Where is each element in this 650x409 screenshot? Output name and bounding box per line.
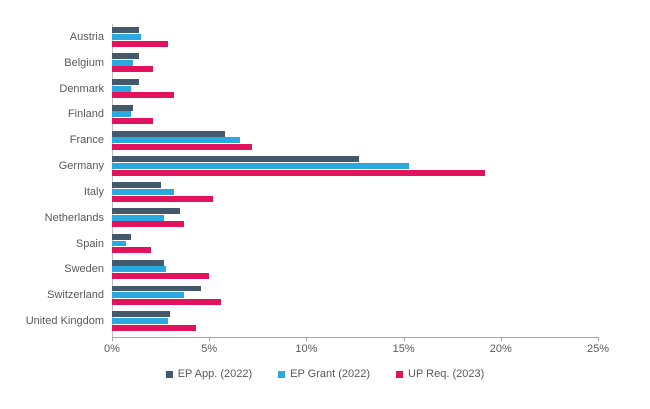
y-axis-line	[112, 24, 113, 337]
legend-item: EP App. (2022)	[165, 368, 253, 380]
legend-label: EP Grant (2022)	[290, 368, 371, 380]
legend-swatch-icon	[396, 370, 404, 378]
bar-series-ep-grant	[112, 33, 142, 40]
bar-series-up-req	[112, 324, 196, 331]
x-tick-label: 10%	[295, 343, 318, 355]
x-axis-tick	[209, 337, 211, 341]
bar-series-ep-grant	[112, 214, 165, 221]
chart-row: France	[0, 127, 598, 153]
category-label: Belgium	[64, 56, 104, 69]
x-axis-tick	[403, 337, 405, 341]
bar-group	[112, 233, 598, 254]
bar-series-up-req	[112, 40, 169, 47]
bar-series-up-req	[112, 298, 221, 305]
category-label: Finland	[67, 108, 104, 121]
chart-row: Italy	[0, 179, 598, 205]
legend-label: EP App. (2022)	[177, 368, 253, 380]
chart-row: Finland	[0, 101, 598, 127]
bar-series-ep-grant	[112, 85, 132, 92]
bar-group	[112, 104, 598, 125]
category-label: France	[69, 134, 104, 147]
bar-series-ep-app	[112, 311, 171, 318]
chart-row: Switzerland	[0, 282, 598, 308]
chart-row: Denmark	[0, 76, 598, 102]
bar-series-ep-grant	[112, 240, 126, 247]
bar-group	[112, 130, 598, 150]
legend: EP App. (2022) EP Grant (2022) UP Req. (20…	[0, 368, 650, 380]
bar-series-ep-grant	[112, 163, 410, 169]
bar-group	[112, 27, 598, 47]
bar-series-ep-grant	[112, 59, 134, 66]
category-label: Spain	[75, 237, 104, 250]
chart-row: Germany	[0, 153, 598, 179]
category-label: Netherlands	[44, 211, 104, 224]
x-axis-tick	[598, 337, 599, 341]
category-label: Austria	[69, 30, 104, 43]
x-tick-label: 20%	[489, 343, 512, 355]
category-label: United Kingdom	[25, 315, 104, 328]
x-tick-label: 25%	[586, 343, 610, 355]
bar-series-up-req	[112, 273, 210, 279]
bar-series-ep-app	[112, 233, 132, 240]
bar-group	[112, 78, 598, 99]
bar-series-ep-app	[112, 104, 134, 111]
bar-series-ep-grant	[112, 318, 169, 324]
chart-row: Belgium	[0, 50, 598, 76]
bar-series-ep-grant	[112, 292, 184, 299]
bar-group	[112, 259, 598, 279]
x-tick-label: 0%	[104, 343, 120, 355]
bar-series-ep-grant	[112, 137, 241, 144]
bar-group	[112, 156, 598, 176]
chart-row: United Kingdom	[0, 308, 598, 334]
bar-group	[112, 285, 598, 305]
bar-group	[112, 311, 598, 331]
bar-group	[112, 208, 598, 228]
x-axis-tick	[500, 337, 502, 341]
chart-row: Sweden	[0, 256, 598, 282]
bar-series-ep-app	[112, 78, 140, 85]
bar-group	[112, 53, 598, 73]
category-label: Italy	[83, 185, 104, 198]
bar-series-up-req	[112, 66, 153, 73]
x-tick-label: 15%	[392, 343, 415, 355]
bar-series-ep-app	[112, 285, 202, 292]
plot-area: Austria Belgium Denmark Finland France German…	[0, 24, 598, 334]
bar-series-ep-app	[112, 27, 140, 34]
bar-series-up-req	[112, 92, 175, 99]
x-tick-label: 5%	[201, 343, 218, 355]
bar-series-ep-app	[112, 182, 161, 189]
category-label: Germany	[58, 160, 104, 173]
legend-item: UP Req. (2023)	[396, 368, 484, 380]
bar-series-ep-app	[112, 130, 225, 137]
legend-swatch-icon	[278, 370, 286, 378]
bar-series-up-req	[112, 221, 184, 228]
chart-row: Netherlands	[0, 205, 598, 231]
legend-item: EP Grant (2022)	[278, 368, 370, 380]
category-label: Sweden	[64, 263, 104, 276]
x-axis-line: 0% 5% 10% 15% 20% 25%	[104, 337, 609, 355]
bar-series-up-req	[112, 169, 486, 176]
bar-series-ep-grant	[112, 188, 175, 195]
bar-series-up-req	[112, 195, 214, 202]
bar-series-ep-app	[112, 156, 359, 163]
bar-series-ep-grant	[112, 111, 132, 118]
bar-series-ep-app	[112, 259, 165, 266]
bar-series-up-req	[112, 143, 252, 150]
bar-series-ep-grant	[112, 266, 167, 273]
chart-row: Spain	[0, 231, 598, 257]
x-axis-tick	[112, 337, 113, 341]
chart-row: Austria	[0, 24, 598, 50]
legend-swatch-icon	[165, 370, 173, 378]
category-label: Switzerland	[47, 289, 104, 302]
bar-group	[112, 182, 598, 202]
x-axis-tick	[306, 337, 308, 341]
legend-label: UP Req. (2023)	[408, 368, 485, 380]
category-label: Denmark	[59, 82, 104, 95]
bar-series-ep-app	[112, 53, 140, 60]
bar-series-ep-app	[112, 208, 181, 214]
bar-series-up-req	[112, 247, 151, 254]
bar-series-up-req	[112, 118, 153, 125]
